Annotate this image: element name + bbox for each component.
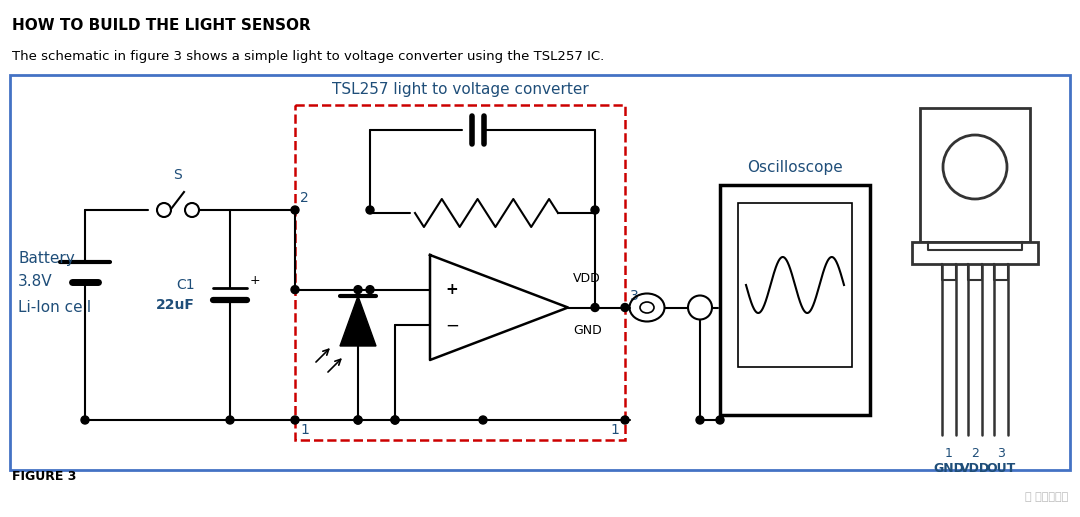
Circle shape <box>291 286 299 294</box>
Text: +: + <box>445 282 458 297</box>
Text: GND: GND <box>573 324 602 338</box>
Circle shape <box>391 416 399 424</box>
Text: HOW TO BUILD THE LIGHT SENSOR: HOW TO BUILD THE LIGHT SENSOR <box>12 18 311 33</box>
Text: 1: 1 <box>945 447 953 460</box>
Circle shape <box>226 416 234 424</box>
Text: S: S <box>174 168 183 182</box>
Bar <box>10 75 1070 470</box>
Bar <box>738 203 852 367</box>
Text: 22uF: 22uF <box>157 298 195 312</box>
Circle shape <box>391 416 399 424</box>
Circle shape <box>354 286 362 294</box>
Circle shape <box>591 303 599 312</box>
Circle shape <box>291 206 299 214</box>
Bar <box>720 185 870 415</box>
Text: 3.8V: 3.8V <box>18 275 53 290</box>
Text: FIGURE 3: FIGURE 3 <box>12 470 77 483</box>
Circle shape <box>354 416 362 424</box>
Text: OUT: OUT <box>986 462 1015 475</box>
Bar <box>295 105 625 440</box>
Polygon shape <box>340 296 376 346</box>
Text: 値 什么値得买: 値 什么値得买 <box>1025 492 1068 502</box>
Text: TSL257 light to voltage converter: TSL257 light to voltage converter <box>332 82 589 97</box>
Text: 1: 1 <box>610 423 619 437</box>
Text: VDD: VDD <box>960 462 990 475</box>
Text: Oscilloscope: Oscilloscope <box>747 160 842 175</box>
Bar <box>920 108 1030 242</box>
Text: 2: 2 <box>971 447 978 460</box>
Text: The schematic in figure 3 shows a simple light to voltage converter using the TS: The schematic in figure 3 shows a simple… <box>12 50 604 63</box>
Circle shape <box>480 416 487 424</box>
Text: +: + <box>249 273 260 286</box>
Circle shape <box>354 416 362 424</box>
Text: 2: 2 <box>300 191 309 205</box>
Text: 3: 3 <box>630 288 638 302</box>
Circle shape <box>291 416 299 424</box>
Circle shape <box>716 416 724 424</box>
Text: GND: GND <box>933 462 964 475</box>
Circle shape <box>696 416 704 424</box>
Text: 3: 3 <box>997 447 1004 460</box>
Text: VDD: VDD <box>573 271 600 285</box>
Text: 1: 1 <box>300 423 309 437</box>
Circle shape <box>366 286 374 294</box>
Text: Li-Ion cell: Li-Ion cell <box>18 300 91 315</box>
Circle shape <box>621 303 629 312</box>
Circle shape <box>621 416 629 424</box>
Circle shape <box>366 206 374 214</box>
Text: Battery: Battery <box>18 251 75 266</box>
Bar <box>912 242 1038 264</box>
Text: C1: C1 <box>176 278 195 292</box>
Circle shape <box>81 416 89 424</box>
Text: −: − <box>445 316 459 334</box>
Circle shape <box>591 206 599 214</box>
